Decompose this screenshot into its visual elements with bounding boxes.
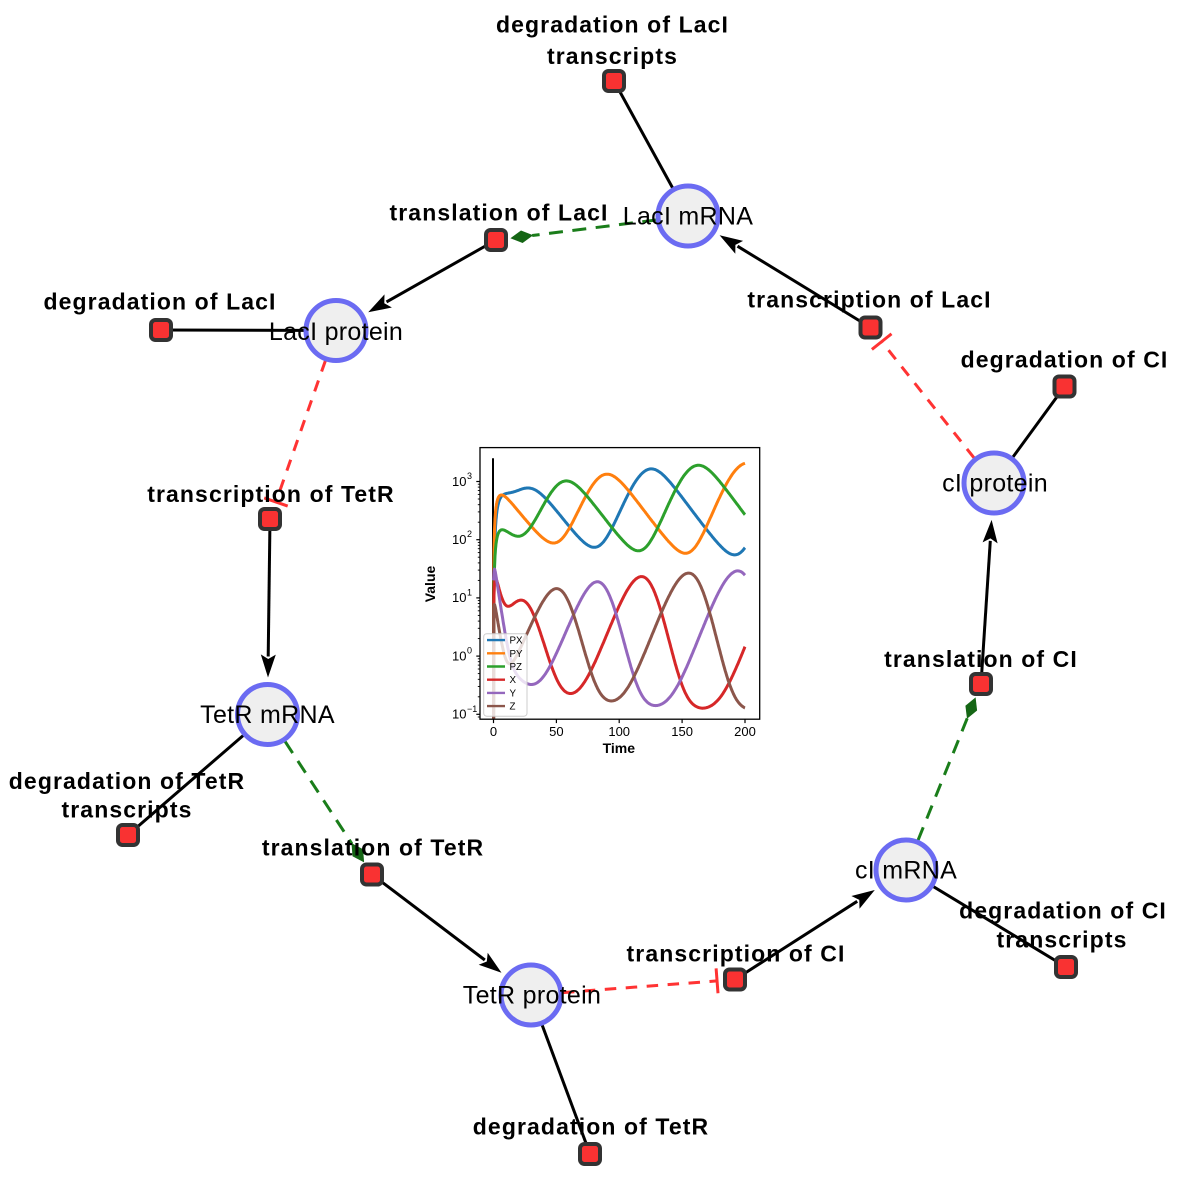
svg-text:transcription of CI: transcription of CI: [627, 940, 846, 966]
svg-text:LacI mRNA: LacI mRNA: [623, 203, 754, 231]
svg-text:LacI protein: LacI protein: [269, 318, 403, 346]
svg-text:degradation of CI: degradation of CI: [959, 897, 1167, 923]
svg-text:50: 50: [549, 724, 563, 739]
svg-text:Time: Time: [603, 740, 636, 756]
svg-text:2: 2: [467, 529, 472, 539]
svg-text:PY: PY: [510, 649, 524, 660]
svg-text:X: X: [510, 675, 517, 686]
svg-text:−1: −1: [467, 704, 477, 714]
svg-text:translation of CI: translation of CI: [884, 646, 1078, 672]
svg-text:200: 200: [734, 724, 756, 739]
svg-text:10: 10: [452, 532, 466, 547]
svg-text:degradation of TetR: degradation of TetR: [473, 1113, 709, 1139]
svg-text:cI mRNA: cI mRNA: [855, 857, 957, 885]
svg-text:TetR protein: TetR protein: [463, 982, 601, 1010]
svg-text:transcripts: transcripts: [997, 926, 1128, 952]
svg-text:10: 10: [452, 648, 466, 663]
svg-text:transcripts: transcripts: [62, 796, 193, 822]
svg-text:degradation of LacI: degradation of LacI: [496, 11, 729, 37]
svg-text:cI protein: cI protein: [942, 470, 1048, 498]
svg-text:translation of LacI: translation of LacI: [390, 199, 609, 225]
svg-text:Y: Y: [510, 688, 517, 699]
svg-text:1: 1: [467, 587, 472, 597]
svg-text:PX: PX: [510, 636, 524, 647]
svg-text:PZ: PZ: [510, 662, 523, 673]
svg-text:3: 3: [467, 471, 472, 481]
svg-text:10: 10: [452, 474, 466, 489]
svg-text:degradation of CI: degradation of CI: [961, 346, 1169, 372]
svg-text:degradation of LacI: degradation of LacI: [43, 288, 276, 314]
svg-text:100: 100: [608, 724, 630, 739]
svg-text:transcripts: transcripts: [547, 43, 678, 69]
svg-text:150: 150: [671, 724, 693, 739]
svg-text:Value: Value: [422, 566, 438, 603]
svg-text:Z: Z: [510, 702, 516, 713]
svg-text:transcription of LacI: transcription of LacI: [747, 286, 991, 312]
svg-text:0: 0: [490, 724, 497, 739]
svg-text:0: 0: [467, 646, 472, 656]
svg-text:TetR mRNA: TetR mRNA: [200, 701, 335, 729]
svg-text:translation of TetR: translation of TetR: [262, 834, 484, 860]
svg-text:degradation of TetR: degradation of TetR: [9, 768, 245, 794]
svg-text:10: 10: [452, 707, 466, 722]
svg-text:transcription of TetR: transcription of TetR: [147, 481, 395, 507]
svg-text:10: 10: [452, 590, 466, 605]
